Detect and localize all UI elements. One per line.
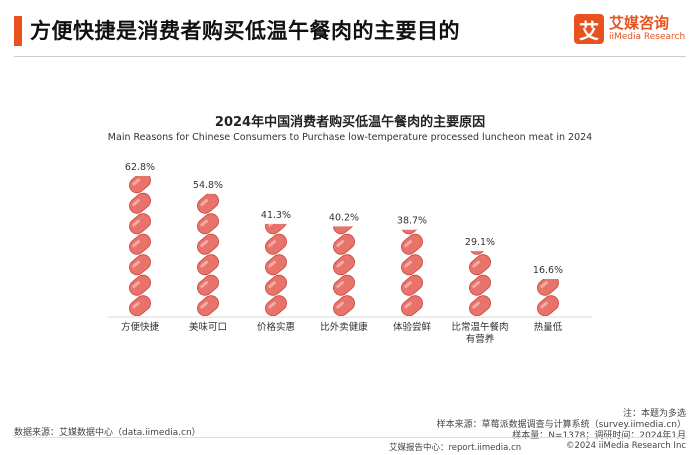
report-center-link[interactable]: 艾媒报告中心：report.iimedia.cn	[389, 443, 522, 453]
value-label-2: 54.8%	[193, 180, 223, 191]
sample-source-note: 样本来源：草莓派数据调查与计算系统（survey.iimedia.cn）	[436, 420, 686, 430]
value-label-3: 41.3%	[261, 210, 291, 221]
bar-7	[537, 278, 559, 316]
category-label-6: 比常温午餐肉有营养	[451, 321, 508, 345]
brand-logo: 艾 艾媒咨询 iiMedia Research	[574, 14, 685, 44]
value-label-1: 62.8%	[125, 162, 155, 173]
logo-name-cn: 艾媒咨询	[609, 14, 670, 32]
bar-4	[333, 226, 355, 317]
logo-icon: 艾	[574, 14, 604, 44]
category-label-2: 美味可口	[189, 321, 227, 333]
bar-2	[197, 193, 219, 316]
bar-5	[401, 229, 423, 317]
page-title: 方便快捷是消费者购买低温午餐肉的主要目的	[30, 19, 460, 43]
title-divider	[14, 56, 686, 57]
title-accent-bar	[14, 16, 22, 46]
value-label-6: 29.1%	[465, 237, 495, 248]
footer-divider	[14, 437, 686, 438]
category-label-7: 热量低	[534, 321, 563, 333]
category-label-1: 方便快捷	[121, 321, 160, 333]
bar-1	[129, 176, 151, 316]
category-label-5: 体验尝鲜	[393, 321, 432, 333]
value-label-4: 40.2%	[329, 212, 359, 223]
bar-6	[469, 251, 491, 317]
bar-3	[265, 223, 287, 316]
category-label-3: 价格实惠	[257, 321, 295, 333]
value-label-5: 38.7%	[397, 216, 427, 227]
logo-name-en: iiMedia Research	[609, 32, 686, 42]
chart-title: 2024年中国消费者购买低温午餐肉的主要原因	[214, 115, 486, 130]
sample-size-note: 样本量：N=1378；调研时间：2024年1月	[512, 431, 686, 441]
value-label-7: 16.6%	[533, 265, 563, 276]
data-source-note: 数据来源：艾媒数据中心（data.iimedia.cn）	[14, 428, 201, 438]
multi-choice-note: 注：本题为多选	[622, 409, 686, 419]
category-label-4: 比外卖健康	[320, 321, 368, 333]
chart-subtitle: Main Reasons for Chinese Consumers to Pu…	[107, 132, 593, 143]
copyright-text: ©2024 iiMedia Research Inc	[565, 441, 686, 451]
